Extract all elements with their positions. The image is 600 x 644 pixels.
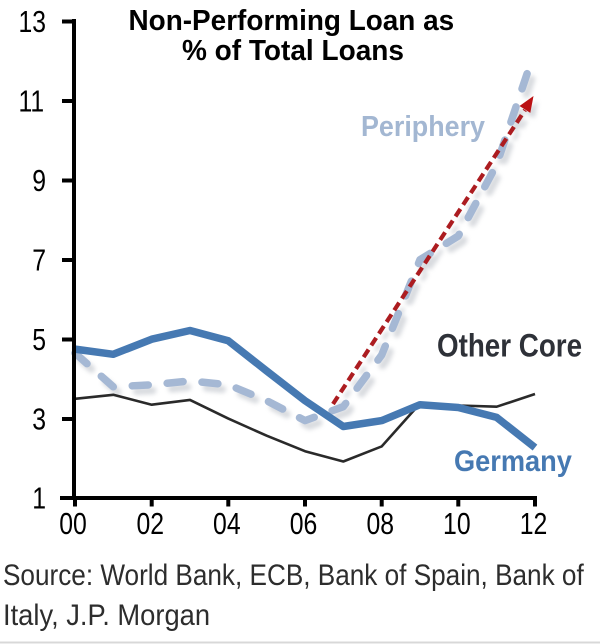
svg-text:% of Total Loans: % of Total Loans [182,35,404,68]
svg-text:08: 08 [366,506,394,540]
svg-text:Germany: Germany [454,445,572,479]
svg-text:Periphery: Periphery [361,110,485,142]
svg-text:04: 04 [213,506,241,540]
svg-text:10: 10 [443,506,471,540]
svg-text:Other Core: Other Core [437,329,582,364]
svg-text:06: 06 [290,506,318,540]
svg-text:12: 12 [520,506,548,540]
svg-text:00: 00 [59,506,87,540]
svg-text:11: 11 [19,84,45,118]
svg-text:02: 02 [136,506,164,540]
svg-text:Non-Performing Loan as: Non-Performing Loan as [129,5,455,38]
svg-text:5: 5 [32,323,46,357]
svg-text:Source: World Bank, ECB, Bank: Source: World Bank, ECB, Bank of Spain, … [3,558,584,591]
svg-text:13: 13 [19,5,46,39]
svg-text:Italy, J.P. Morgan: Italy, J.P. Morgan [3,599,210,632]
svg-text:1: 1 [32,481,46,515]
svg-text:3: 3 [32,402,46,436]
svg-text:9: 9 [32,164,46,198]
svg-text:7: 7 [32,243,46,277]
